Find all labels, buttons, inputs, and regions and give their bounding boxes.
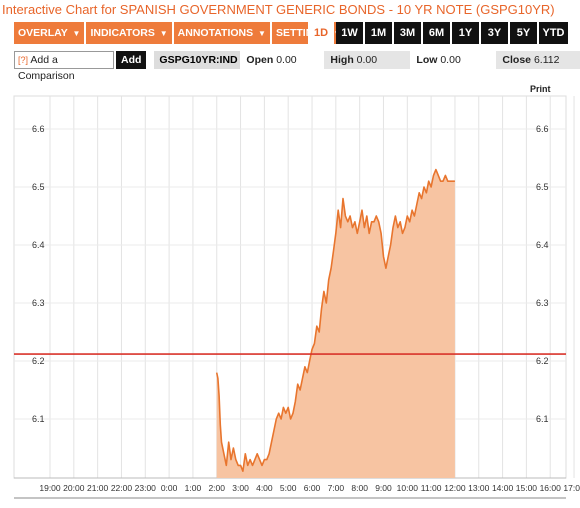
help-icon[interactable]: [?] <box>18 55 29 65</box>
x-tick-label: 4:00 <box>256 483 273 493</box>
range-1w-button[interactable]: 1W <box>336 22 363 44</box>
y-tick-label-right: 6.1 <box>536 414 549 424</box>
y-tick-label-left: 6.4 <box>32 240 45 250</box>
low-stat: Low 0.00 <box>416 54 461 66</box>
quote-bar: [?] Add a Comparison Add GSPG10YR:IND Op… <box>14 50 580 82</box>
x-tick-label: 14:00 <box>492 483 514 493</box>
y-tick-label-left: 6.1 <box>32 414 45 424</box>
x-tick-label: 21:00 <box>87 483 109 493</box>
range-1m-button[interactable]: 1M <box>365 22 392 44</box>
open-stat: Open 0.00 <box>246 54 297 66</box>
y-tick-label-left: 6.3 <box>32 298 45 308</box>
print-link[interactable]: Print <box>530 84 551 94</box>
price-line <box>215 168 455 473</box>
comparison-input[interactable]: [?] Add a Comparison <box>14 51 114 82</box>
x-tick-label: 7:00 <box>328 483 345 493</box>
x-tick-label: 2:00 <box>208 483 225 493</box>
x-tick-label: 13:00 <box>468 483 490 493</box>
x-tick-label: 3:00 <box>232 483 249 493</box>
caret-down-icon: ▼ <box>258 29 266 38</box>
range-selector: 1D 1W 1M 3M 6M 1Y 3Y 5Y YTD <box>308 22 570 44</box>
indicators-menu-button[interactable]: INDICATORS ▼ <box>86 22 172 44</box>
x-tick-label: 23:00 <box>135 483 157 493</box>
y-tick-label-left: 6.6 <box>32 124 45 134</box>
y-tick-label-right: 6.3 <box>536 298 549 308</box>
x-tick-label: 15:00 <box>516 483 538 493</box>
range-5y-button[interactable]: 5Y <box>510 22 537 44</box>
range-3y-button[interactable]: 3Y <box>481 22 508 44</box>
x-tick-label: 8:00 <box>351 483 368 493</box>
caret-down-icon: ▼ <box>72 29 81 38</box>
x-tick-label: 5:00 <box>280 483 297 493</box>
x-tick-label: 1:00 <box>185 483 202 493</box>
x-tick-label: 11:00 <box>421 483 442 493</box>
caret-down-icon: ▼ <box>159 29 168 38</box>
x-tick-label: 9:00 <box>375 483 392 493</box>
high-stat: High 0.00 <box>324 51 411 69</box>
page-title: Interactive Chart for SPANISH GOVERNMENT… <box>2 2 555 17</box>
y-tick-label-right: 6.4 <box>536 240 549 250</box>
x-tick-label: 6:00 <box>304 483 321 493</box>
x-tick-label: 19:00 <box>39 483 61 493</box>
range-6m-button[interactable]: 6M <box>423 22 450 44</box>
range-3m-button[interactable]: 3M <box>394 22 421 44</box>
x-tick-label: 17:00 <box>563 483 580 493</box>
x-tick-label: 20:00 <box>63 483 85 493</box>
area-fill <box>216 169 455 478</box>
x-tick-label: 12:00 <box>444 483 466 493</box>
y-tick-label-right: 6.6 <box>536 124 549 134</box>
y-tick-label-left: 6.5 <box>32 182 45 192</box>
range-1y-button[interactable]: 1Y <box>452 22 479 44</box>
annotations-menu-button[interactable]: ANNOTATIONS ▼ <box>173 22 270 44</box>
y-tick-label-right: 6.2 <box>536 356 549 366</box>
x-tick-label: 22:00 <box>111 483 133 493</box>
range-1d-button[interactable]: 1D <box>308 22 334 44</box>
x-tick-label: 0:00 <box>161 483 178 493</box>
x-tick-label: 10:00 <box>397 483 419 493</box>
x-tick-label: 16:00 <box>540 483 562 493</box>
ticker-symbol: GSPG10YR:IND <box>154 51 241 69</box>
y-tick-label-right: 6.5 <box>536 182 549 192</box>
close-stat: Close 6.112 <box>496 51 580 69</box>
overlay-menu-button[interactable]: OVERLAY ▼ <box>14 22 85 44</box>
y-tick-label-left: 6.2 <box>32 356 45 366</box>
add-comparison-button[interactable]: Add <box>116 51 147 69</box>
range-ytd-button[interactable]: YTD <box>539 22 568 44</box>
